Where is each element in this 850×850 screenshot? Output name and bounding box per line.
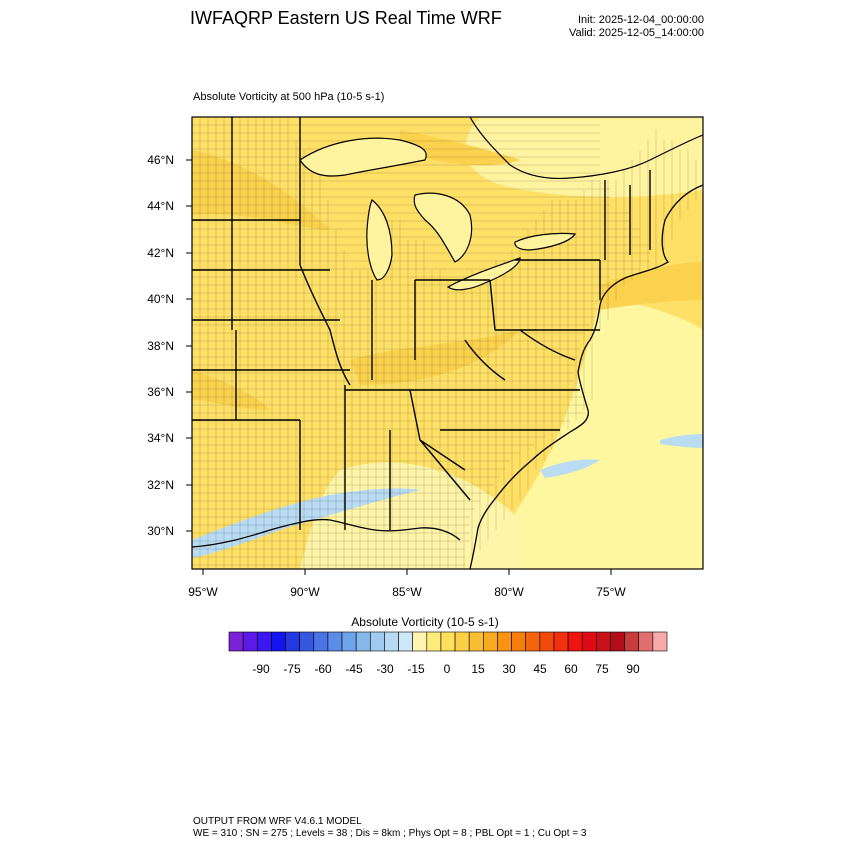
plot-title: IWFAQRP Eastern US Real Time WRF [190,8,502,28]
valid-time: Valid: 2025-12-05_14:00:00 [569,27,704,39]
lon-label-95w: 95°W [188,585,218,599]
lat-label-32: 32°N [147,478,174,492]
colorbar-swatch [483,631,498,652]
ocean-light-fill [470,300,703,569]
colorbar-swatch [567,631,583,652]
lat-label-36: 36°N [147,385,174,399]
colorbar-label-60: 60 [564,662,578,676]
lake-erie [446,257,521,291]
colorbar-label-m30: -30 [376,662,394,676]
gulf-coastline [192,518,461,548]
colorbar-swatch [440,631,456,652]
lat-label-46: 46°N [147,153,174,167]
colorbar-label-15: 15 [471,662,485,676]
colorbar-swatch [355,631,371,652]
colorbar-swatch [327,631,343,652]
lon-label-80w: 80°W [494,585,524,599]
lake-ontario [514,232,577,251]
warm-band-kentucky [350,330,520,385]
latitude-axis: 46°N 44°N 42°N 40°N 38°N 36°N 34°N 32°N … [147,153,192,538]
colorbar-label-75: 75 [595,662,609,676]
colorbar-label-45: 45 [533,662,547,676]
colorbar-label-90: 90 [626,662,640,676]
colorbar-swatch [468,631,484,652]
lake-superior [299,137,427,177]
atlantic-coastline [469,184,703,569]
colorbar-swatch [271,631,286,652]
lat-label-38: 38°N [147,339,174,353]
colorbar-label-m45: -45 [345,662,363,676]
colorbar-swatch [624,631,640,652]
colorbar-swatch [299,631,315,652]
negative-vorticity-patch-3 [660,434,703,448]
colorbar-label-m90: -90 [252,662,270,676]
colorbar-swatch [256,631,272,652]
lon-label-85w: 85°W [392,585,422,599]
colorbar-swatch [242,631,258,652]
footer-model-line: OUTPUT FROM WRF V4.6.1 MODEL [193,816,362,827]
colorbar-label-m15: -15 [407,662,425,676]
lake-michigan [366,199,393,281]
colorbar-swatch [581,631,597,652]
colorbar-swatch [369,631,385,652]
map-area [192,117,703,569]
map-frame [191,116,704,570]
colorbar-swatch [228,631,244,652]
colorbar-label-m60: -60 [314,662,332,676]
colorbar-swatch [313,631,329,652]
colorbar-label-m75: -75 [283,662,301,676]
canada-coast [469,117,703,180]
colorbar-labels: -90 -75 -60 -45 -30 -15 0 15 30 45 60 75… [252,662,640,676]
colorbar-swatch [511,631,527,652]
longitude-axis: 95°W 90°W 85°W 80°W 75°W [188,569,626,599]
colorbar-title: Absolute Vorticity (10-5 s-1) [351,615,499,629]
colorbar-label-0: 0 [444,662,451,676]
lon-label-75w: 75°W [596,585,626,599]
negative-vorticity-patch-2 [540,459,600,478]
colorbar-swatch [454,631,470,652]
colorbar-swatch [384,631,399,652]
colorbar-swatch [497,631,512,652]
warm-band-lakes [400,130,520,166]
field-title: Absolute Vorticity at 500 hPa (10-5 s-1) [193,91,385,103]
warm-band-west [192,370,270,410]
colorbar-swatch [652,631,668,652]
lat-label-34: 34°N [147,431,174,445]
negative-vorticity-patch-1 [192,488,420,558]
colorbar-swatch [638,631,654,652]
lat-label-30: 30°N [147,524,174,538]
lat-label-42: 42°N [147,246,174,260]
colorbar-swatch [525,631,541,652]
footer-config-line: WE = 310 ; SN = 275 ; Levels = 38 ; Dis … [193,828,587,839]
colorbar-swatch [539,631,555,652]
colorbar-swatch [553,631,569,652]
lat-label-40: 40°N [147,292,174,306]
warm-band-atlantic [600,262,703,310]
great-lakes [299,137,577,291]
colorbar-swatch [412,631,428,652]
county-grid [192,117,697,569]
colorbar-label-30: 30 [502,662,516,676]
colorbar-swatch [341,631,357,652]
warm-band-northwest [192,150,330,230]
lon-label-90w: 90°W [290,585,320,599]
colorbar-swatch [285,631,300,652]
colorbar-swatch [610,631,625,652]
lat-label-44: 44°N [147,199,174,213]
colorbar-boxes [228,631,668,652]
colorbar-swatch [426,631,442,652]
colorbar-swatch [398,631,413,652]
colorbar-swatch [596,631,611,652]
state-boundaries [192,117,651,530]
lake-huron [413,192,473,263]
southeast-light-fill [300,462,520,569]
init-time: Init: 2025-12-04_00:00:00 [578,14,704,26]
